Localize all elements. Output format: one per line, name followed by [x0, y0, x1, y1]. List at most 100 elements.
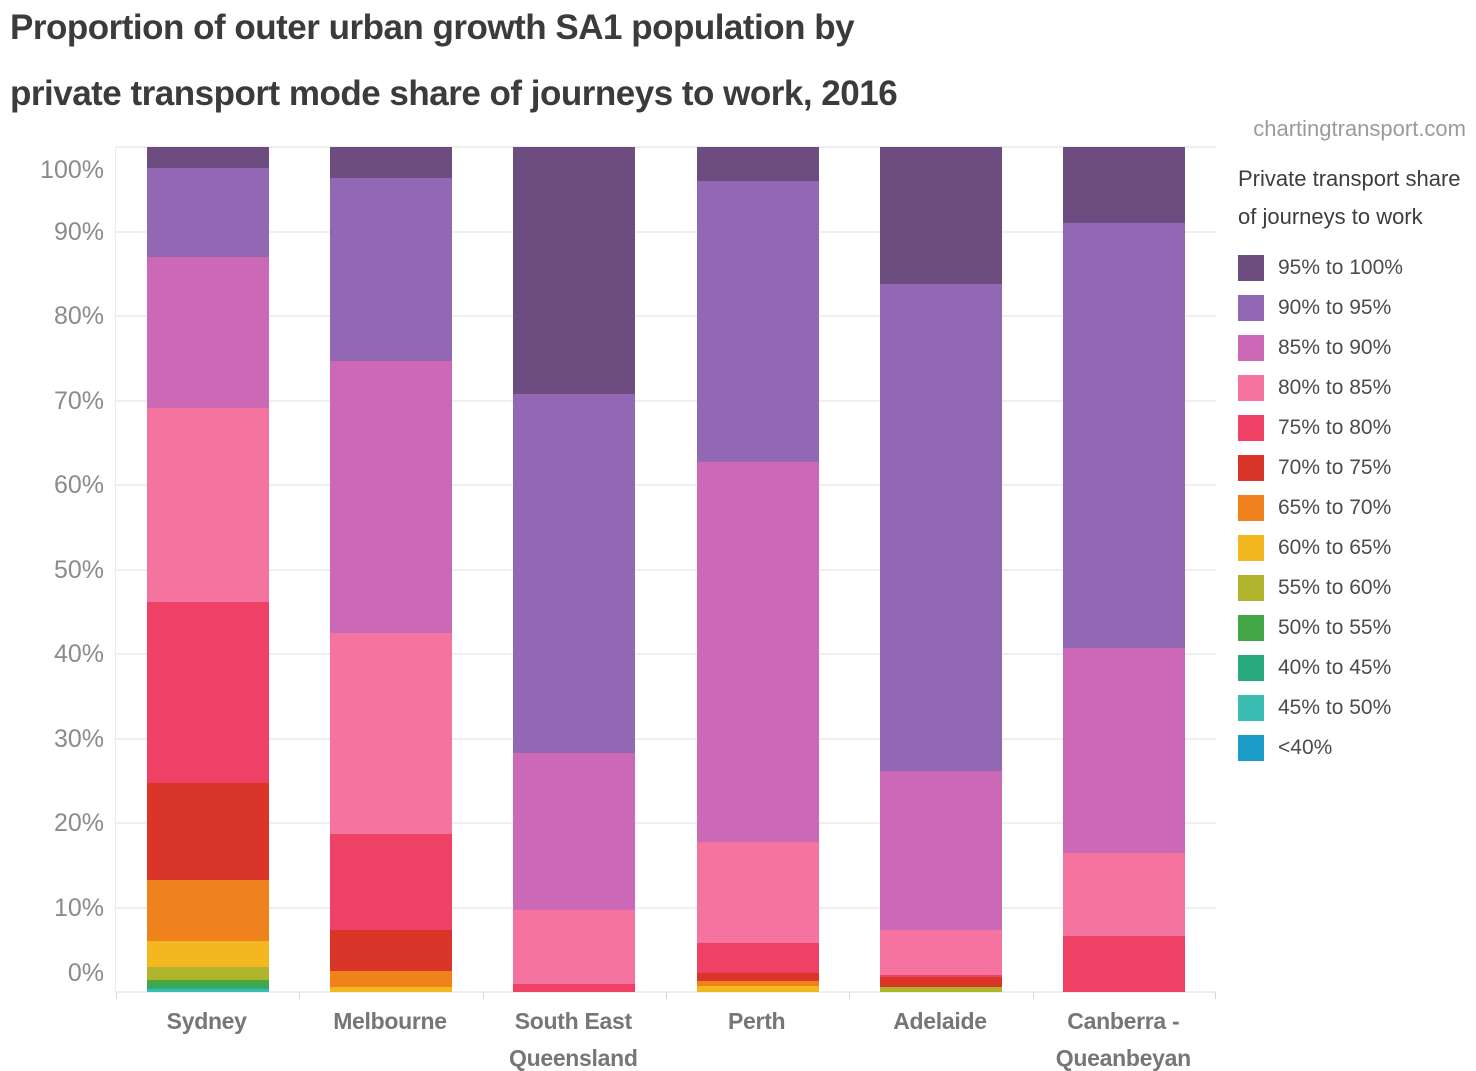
- bar-segment[interactable]: [330, 360, 452, 633]
- legend-label: 55% to 60%: [1278, 576, 1392, 599]
- gridline-20: [116, 822, 1216, 824]
- bar-segment[interactable]: [146, 408, 269, 602]
- legend-swatch: [1238, 455, 1264, 481]
- bar-segment[interactable]: [1063, 853, 1186, 937]
- bar-segment[interactable]: [696, 986, 819, 992]
- bar-segment[interactable]: [513, 752, 636, 911]
- legend-swatch: [1238, 695, 1264, 721]
- y-tick-label-90: 90%: [53, 217, 104, 246]
- legend-item[interactable]: 65% to 70%: [1238, 488, 1473, 528]
- bar-segment[interactable]: [880, 770, 1002, 931]
- bar-segment[interactable]: [513, 393, 636, 753]
- bar-segment[interactable]: [513, 910, 636, 984]
- bar-segment[interactable]: [880, 986, 1002, 992]
- legend-item[interactable]: 60% to 65%: [1238, 528, 1473, 568]
- bar-south-east-queensland[interactable]: [513, 147, 636, 992]
- bar-segment[interactable]: [330, 147, 452, 179]
- chart-title-line1: Proportion of outer urban growth SA1 pop…: [10, 8, 855, 47]
- legend-swatch: [1238, 535, 1264, 561]
- bar-segment[interactable]: [146, 256, 269, 409]
- gridline-100: [116, 146, 1216, 148]
- bar-adelaide[interactable]: [880, 147, 1002, 992]
- bar-segment[interactable]: [880, 930, 1002, 976]
- gridline-40: [116, 653, 1216, 655]
- bar-segment[interactable]: [880, 975, 1002, 977]
- plot-area: [115, 146, 1216, 999]
- bar-segment[interactable]: [330, 178, 452, 361]
- legend-item[interactable]: 70% to 75%: [1238, 448, 1473, 488]
- bar-canberra-queanbeyan[interactable]: [1063, 147, 1186, 992]
- legend-label: 80% to 85%: [1278, 376, 1392, 399]
- legend-item[interactable]: 50% to 55%: [1238, 608, 1473, 648]
- bar-segment[interactable]: [696, 841, 819, 943]
- legend-item[interactable]: <40%: [1238, 728, 1473, 768]
- bar-segment[interactable]: [1063, 648, 1186, 854]
- bar-segment[interactable]: [146, 966, 269, 981]
- bar-segment[interactable]: [1063, 147, 1186, 224]
- x-category-label: Perth: [728, 1008, 786, 1034]
- bar-segment[interactable]: [696, 462, 819, 842]
- bar-segment[interactable]: [330, 833, 452, 931]
- bar-sydney[interactable]: [146, 147, 269, 992]
- legend-swatch: [1238, 295, 1264, 321]
- x-category-label: Adelaide: [893, 1008, 987, 1034]
- bar-segment[interactable]: [696, 972, 819, 981]
- bar-segment[interactable]: [696, 942, 819, 973]
- x-axis-tick: [1032, 992, 1034, 999]
- legend-item[interactable]: 85% to 90%: [1238, 328, 1473, 368]
- bar-segment[interactable]: [146, 168, 269, 257]
- legend-label: 50% to 55%: [1278, 616, 1392, 639]
- legend-swatch: [1238, 735, 1264, 761]
- legend-label: 60% to 65%: [1278, 536, 1392, 559]
- gridline-80: [116, 315, 1216, 317]
- legend-item[interactable]: 95% to 100%: [1238, 248, 1473, 288]
- y-tick-label-70: 70%: [53, 386, 104, 415]
- gridline-50: [116, 568, 1216, 571]
- bar-segment[interactable]: [146, 601, 269, 784]
- legend-item[interactable]: 90% to 95%: [1238, 288, 1473, 328]
- bar-segment[interactable]: [330, 632, 452, 834]
- legend-swatch: [1238, 495, 1264, 521]
- legend-item[interactable]: 40% to 45%: [1238, 648, 1473, 688]
- bar-segment[interactable]: [146, 147, 269, 169]
- bar-segment[interactable]: [696, 980, 819, 987]
- bar-segment[interactable]: [146, 941, 269, 967]
- bar-segment[interactable]: [880, 976, 1002, 987]
- bar-segment[interactable]: [146, 880, 269, 942]
- x-axis-tick: [849, 992, 851, 999]
- legend-label: 90% to 95%: [1278, 296, 1392, 319]
- bar-segment[interactable]: [1063, 223, 1186, 649]
- bar-melbourne[interactable]: [330, 147, 452, 992]
- bar-segment[interactable]: [330, 930, 452, 971]
- bar-segment[interactable]: [513, 983, 636, 992]
- x-axis-tick: [116, 992, 117, 999]
- x-category-label: Melbourne: [333, 1008, 447, 1034]
- bar-segment[interactable]: [1063, 936, 1186, 992]
- legend: Private transport share of journeys to w…: [1238, 160, 1473, 768]
- legend-swatch: [1238, 615, 1264, 641]
- legend-item[interactable]: 45% to 50%: [1238, 688, 1473, 728]
- legend-item[interactable]: 55% to 60%: [1238, 568, 1473, 608]
- gridline-10: [116, 906, 1216, 909]
- bar-segment[interactable]: [146, 980, 269, 987]
- y-tick-label-40: 40%: [53, 640, 104, 668]
- legend-label: 70% to 75%: [1278, 456, 1392, 479]
- y-tick-label-60: 60%: [53, 471, 104, 499]
- bar-segment[interactable]: [146, 783, 269, 881]
- watermark-link[interactable]: chartingtransport.com: [1253, 116, 1466, 141]
- bar-segment[interactable]: [880, 283, 1002, 771]
- legend-item[interactable]: 75% to 80%: [1238, 408, 1473, 448]
- legend-label: 95% to 100%: [1278, 256, 1403, 279]
- legend-item[interactable]: 80% to 85%: [1238, 368, 1473, 408]
- bar-segment[interactable]: [146, 986, 269, 990]
- bar-segment[interactable]: [330, 970, 452, 987]
- y-tick-label-0: 0%: [67, 959, 104, 987]
- bar-segment[interactable]: [696, 147, 819, 181]
- bar-segment[interactable]: [696, 180, 819, 463]
- bar-segment[interactable]: [880, 147, 1002, 284]
- bar-segment[interactable]: [513, 147, 636, 394]
- bar-segment[interactable]: [146, 989, 269, 992]
- bar-perth[interactable]: [696, 147, 819, 992]
- bar-segment[interactable]: [330, 986, 452, 992]
